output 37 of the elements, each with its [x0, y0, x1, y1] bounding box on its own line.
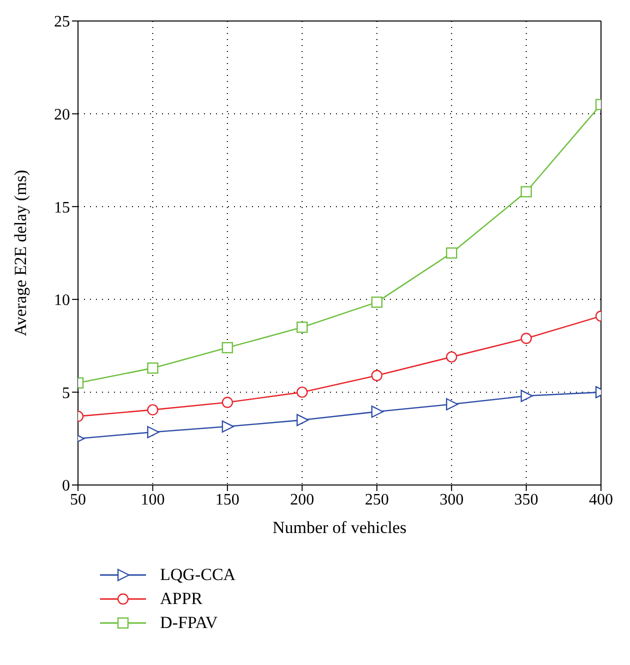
point — [446, 247, 458, 259]
point — [147, 362, 158, 374]
point — [296, 322, 308, 333]
point — [147, 404, 158, 416]
x-tick-label: 250 — [364, 491, 389, 508]
point — [520, 186, 532, 198]
point — [296, 386, 308, 398]
legend-label: LQG-CCA — [160, 565, 236, 585]
legend-label: APPR — [160, 589, 203, 609]
x-tick-label: 350 — [514, 491, 538, 508]
y-tick-label: 5 — [62, 384, 70, 402]
point — [520, 332, 532, 344]
point — [446, 398, 458, 410]
x-tick-label: 150 — [215, 491, 240, 508]
y-tick-label: 0 — [62, 478, 70, 495]
y-tick-label: 25 — [54, 14, 70, 31]
point — [371, 370, 382, 382]
point — [222, 420, 234, 433]
y-tick-label: 10 — [54, 292, 70, 310]
x-tick-label: 100 — [140, 491, 165, 508]
point — [222, 342, 234, 354]
y-axis-title: Average E2E delay (ms) — [11, 170, 30, 336]
point — [296, 414, 309, 426]
x-axis-title: Number of vehicles — [272, 518, 407, 537]
x-tick-label: 400 — [589, 491, 613, 508]
x-tick-label: 50 — [70, 491, 86, 508]
point — [371, 296, 382, 308]
x-tick-label: 200 — [290, 491, 314, 508]
point — [147, 426, 160, 438]
point — [520, 390, 533, 402]
point — [446, 351, 458, 363]
point — [371, 406, 384, 418]
y-tick-label: 15 — [54, 199, 70, 216]
legend-label: D-FPAV — [160, 613, 218, 633]
y-tick-label: 20 — [54, 106, 70, 124]
x-tick-label: 300 — [440, 491, 464, 508]
point — [222, 396, 234, 408]
